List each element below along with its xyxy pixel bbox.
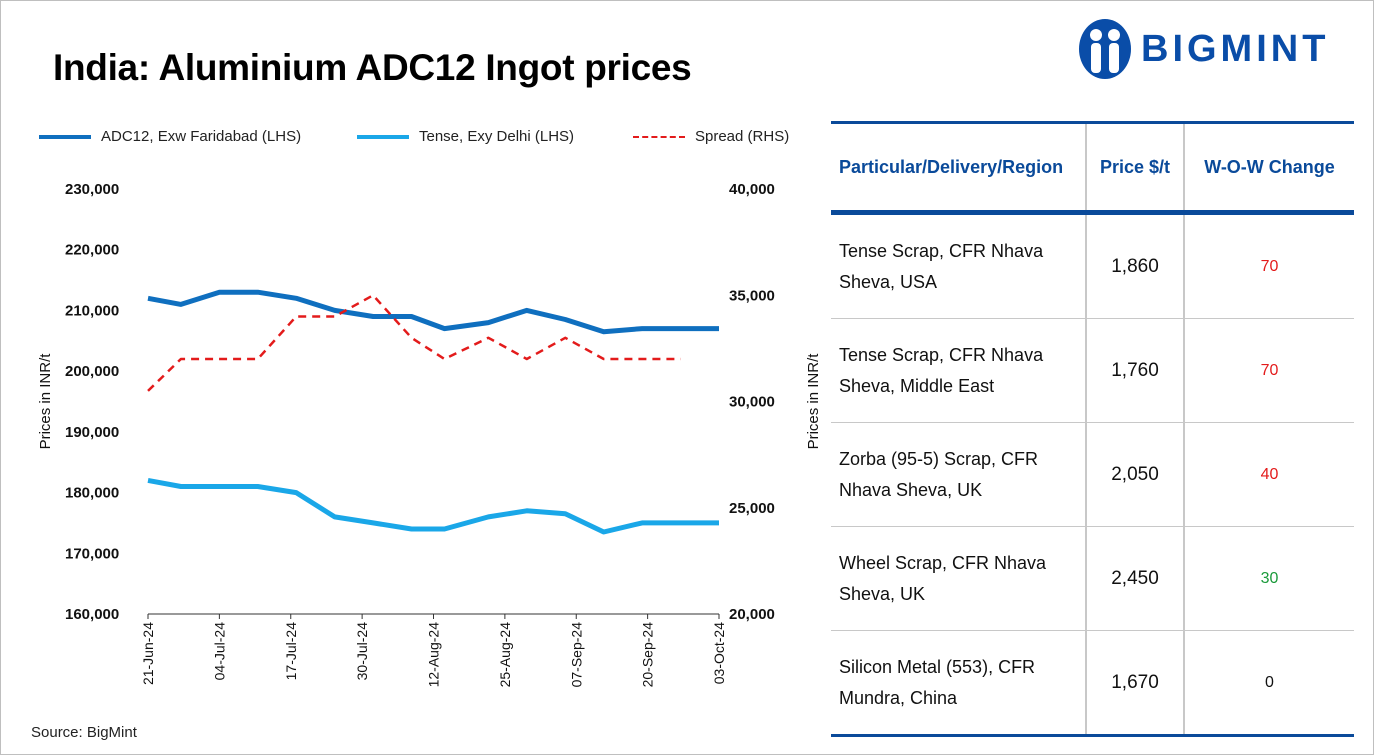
source-note: Source: BigMint [31,724,137,741]
header-particular: Particular/Delivery/Region [831,122,1086,215]
cell-change: 30 [1183,526,1354,631]
cell-particular: Wheel Scrap, CFR Nhava Sheva, UK [831,526,1086,631]
x-tick-label: 04-Jul-24 [211,622,227,681]
x-tick-label: 03-Oct-24 [711,622,727,684]
legend-label: Spread (RHS) [695,128,790,145]
cell-particular: Silicon Metal (553), CFR Mundra, China [831,630,1086,736]
cell-price: 2,050 [1085,422,1184,527]
y-tick-label: 200,000 [65,363,119,380]
cell-particular: Zorba (95-5) Scrap, CFR Nhava Sheva, UK [831,422,1086,527]
price-table: Particular/Delivery/Region Price $/t W-O… [831,121,1354,737]
header-price: Price $/t [1085,122,1184,215]
legend-swatch [39,134,91,139]
series-line-0 [147,289,719,335]
legend-swatch [357,134,409,139]
x-tick-label: 25-Aug-24 [497,622,513,688]
cell-change: 70 [1183,212,1354,319]
cell-particular: Tense Scrap, CFR Nhava Sheva, Middle Eas… [831,318,1086,423]
cell-price: 1,760 [1085,318,1184,423]
series-line-2 [147,294,681,392]
legend-item-adc12: ADC12, Exw Faridabad (LHS) [39,128,301,145]
legend-swatch [633,135,685,138]
cell-price: 2,450 [1085,526,1184,631]
x-tick-label: 07-Sep-24 [568,622,584,688]
x-tick-label: 17-Jul-24 [283,622,299,681]
cell-change: 70 [1183,318,1354,423]
cell-change: 0 [1183,630,1354,736]
x-tick-label: 20-Sep-24 [640,622,656,688]
table-row: Tense Scrap, CFR Nhava Sheva, USA 1,860 … [831,212,1354,319]
logo-text: BIGMINT [1141,27,1330,70]
logo-mark-icon [1079,19,1131,79]
legend-label: Tense, Exy Delhi (LHS) [419,128,575,145]
y-axis-title: Prices in INR/t [37,353,54,450]
y2-axis-title: Prices in INR/t [805,353,822,450]
header-change: W-O-W Change [1183,122,1354,215]
y2-tick-label: 30,000 [729,394,775,411]
y-tick-label: 220,000 [65,242,119,259]
y2-tick-label: 20,000 [729,606,775,623]
y2-tick-label: 25,000 [729,500,775,517]
cell-particular: Tense Scrap, CFR Nhava Sheva, USA [831,212,1086,319]
y2-tick-label: 40,000 [729,181,775,198]
cell-price: 1,670 [1085,630,1184,736]
bigmint-logo: BIGMINT [1079,19,1329,79]
table-row: Wheel Scrap, CFR Nhava Sheva, UK 2,450 3… [831,526,1354,631]
y-tick-label: 230,000 [65,181,119,198]
page-title: India: Aluminium ADC12 Ingot prices [53,47,692,88]
table-row: Zorba (95-5) Scrap, CFR Nhava Sheva, UK … [831,422,1354,527]
cell-price: 1,860 [1085,212,1184,319]
y2-tick-label: 35,000 [729,287,775,304]
table-row: Silicon Metal (553), CFR Mundra, China 1… [831,630,1354,736]
y-tick-label: 190,000 [65,424,119,441]
y-tick-label: 160,000 [65,606,119,623]
cell-change: 40 [1183,422,1354,527]
y-tick-label: 180,000 [65,485,119,502]
legend-label: ADC12, Exw Faridabad (LHS) [101,128,302,145]
series-line-1 [147,477,719,535]
table-row: Tense Scrap, CFR Nhava Sheva, Middle Eas… [831,318,1354,423]
line-chart: 21-Jun-24 04-Jul-24 17-Jul-24 30-Jul-24 12-A… [37,181,822,688]
x-tick-label: 21-Jun-24 [140,622,156,685]
legend-item-tense: Tense, Exy Delhi (LHS) [357,128,574,145]
y-tick-label: 170,000 [65,545,119,562]
x-tick-label: 12-Aug-24 [426,622,442,688]
y-tick-label: 210,000 [65,302,119,319]
x-tick-label: 30-Jul-24 [354,622,370,681]
legend-item-spread: Spread (RHS) [633,128,789,145]
